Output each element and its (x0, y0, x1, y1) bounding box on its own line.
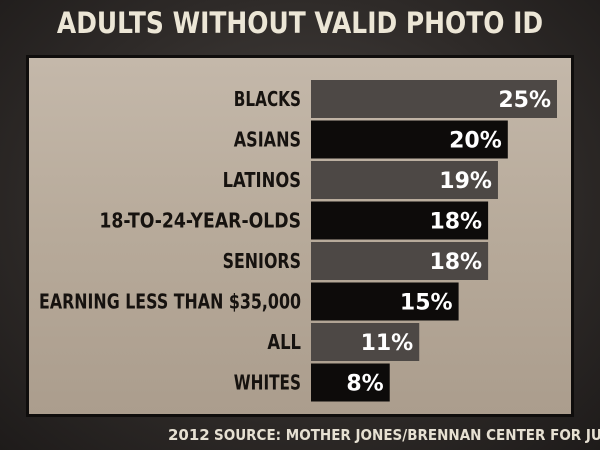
source-footer: 2012 SOURCE: MOTHER JONES/BRENNAN CENTER … (168, 426, 600, 444)
category-label: LATINOS (223, 168, 301, 192)
category-label: SENIORS (223, 249, 301, 273)
category-label: WHITES (234, 371, 301, 395)
bar-chart: BLACKS 25% ASIANS 20% LATINOS 19% 18-TO-24-YEA… (39, 80, 557, 402)
chart-panel: BLACKS 25% ASIANS 20% LATINOS 19% 18-TO-24-YEA… (26, 55, 574, 417)
value-label: 19% (439, 169, 492, 194)
category-label: EARNING LESS THAN $35,000 (39, 290, 301, 314)
value-label: 25% (498, 88, 551, 113)
value-label: 15% (400, 291, 453, 316)
category-label: ALL (267, 330, 301, 354)
bar-0 (311, 80, 557, 118)
bar-5 (311, 282, 459, 321)
category-label: 18-TO-24-YEAR-OLDS (99, 209, 301, 233)
category-label: BLACKS (234, 87, 301, 111)
value-label: 11% (361, 331, 414, 356)
bar-1 (311, 120, 508, 159)
value-label: 20% (449, 129, 502, 154)
value-label: 18% (429, 210, 482, 235)
bar-6 (311, 323, 420, 361)
value-label: 8% (346, 372, 383, 397)
category-label: ASIANS (234, 128, 301, 152)
footer-year: 2012 (168, 426, 210, 444)
bar-3 (311, 201, 489, 240)
bar-7 (311, 363, 390, 402)
bar-2 (311, 161, 498, 199)
value-label: 18% (429, 250, 482, 275)
bar-4 (311, 242, 489, 280)
footer-source: SOURCE: MOTHER JONES/BRENNAN CENTER FOR … (213, 426, 600, 444)
chart-title: ADULTS WITHOUT VALID PHOTO ID (56, 6, 544, 40)
